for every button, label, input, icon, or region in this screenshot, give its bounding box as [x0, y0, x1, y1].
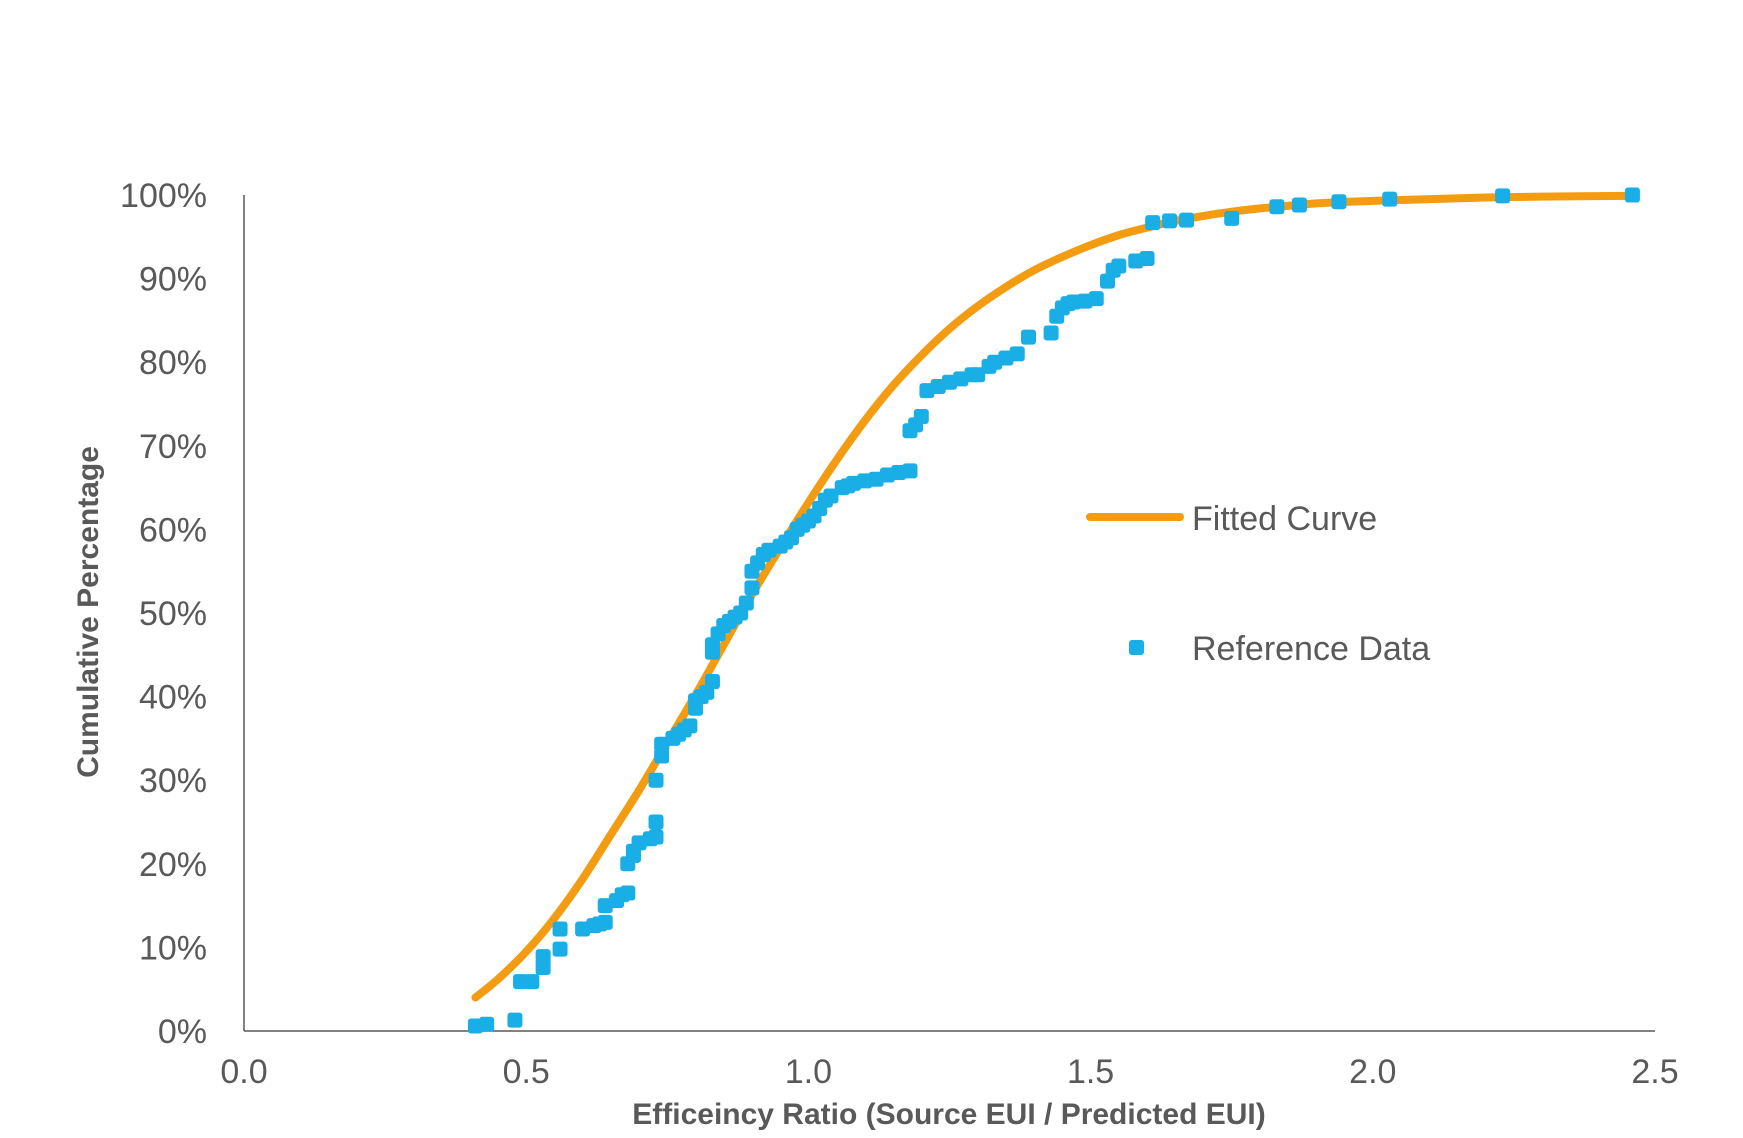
- y-tick-label: 10%: [139, 929, 207, 967]
- reference-data-point: [1077, 293, 1093, 309]
- reference-data-series: [467, 187, 1640, 1034]
- reference-data-point: [552, 941, 568, 957]
- y-tick-label: 80%: [139, 344, 207, 382]
- reference-data-point: [648, 814, 664, 830]
- y-tick-label: 100%: [120, 177, 207, 215]
- reference-data-point: [704, 674, 720, 690]
- reference-data-point: [1291, 197, 1307, 213]
- reference-data-point: [513, 974, 529, 990]
- legend: Fitted Curve Reference Data: [1086, 500, 1430, 668]
- reference-data-point: [479, 1016, 495, 1032]
- reference-data-point: [467, 1018, 483, 1034]
- reference-data-point: [1382, 191, 1398, 207]
- reference-data-point: [761, 542, 777, 558]
- reference-data-point: [575, 921, 591, 937]
- reference-data-point: [1128, 253, 1144, 269]
- reference-data-point: [552, 921, 568, 937]
- y-tick-label: 20%: [139, 846, 207, 884]
- reference-data-point: [654, 748, 670, 764]
- reference-data-point: [682, 718, 698, 734]
- reference-data-point: [987, 354, 1003, 370]
- y-tick-label: 40%: [139, 679, 207, 717]
- y-tick-label: 30%: [139, 762, 207, 800]
- y-tick-labels: 0% 10% 20% 30% 40% 50% 60% 70% 80% 90% 100%: [120, 177, 207, 1051]
- reference-data-point: [620, 885, 636, 901]
- legend-reference-data-label: Reference Data: [1192, 630, 1430, 668]
- reference-data-point: [913, 409, 929, 425]
- reference-data-point: [1088, 291, 1104, 307]
- reference-data-point: [648, 772, 664, 788]
- reference-data-point: [1145, 215, 1161, 231]
- reference-data-point: [1224, 210, 1240, 226]
- legend-fitted-curve-label: Fitted Curve: [1192, 500, 1377, 538]
- reference-data-point: [535, 949, 551, 965]
- reference-data-point: [744, 580, 760, 596]
- reference-data-point: [1269, 199, 1285, 215]
- reference-data-point: [524, 974, 540, 990]
- reference-data-point: [823, 488, 839, 504]
- x-tick-label: 2.5: [1631, 1053, 1678, 1091]
- legend-reference-data-swatch: [1129, 640, 1144, 655]
- reference-data-point: [942, 374, 957, 390]
- reference-data-point: [930, 378, 946, 394]
- reference-data-point: [1331, 194, 1347, 210]
- x-tick-labels: 0.0 0.5 1.0 1.5 2.0 2.5: [220, 1053, 1678, 1091]
- x-tick-label: 0.0: [220, 1053, 267, 1091]
- x-tick-label: 1.0: [785, 1053, 832, 1091]
- reference-data-point: [953, 371, 969, 387]
- reference-data-point: [919, 383, 935, 399]
- reference-data-point: [868, 471, 884, 487]
- reference-data-point: [1111, 258, 1127, 274]
- reference-data-point: [1066, 294, 1082, 310]
- reference-data-point: [631, 835, 647, 851]
- reference-data-point: [597, 914, 613, 930]
- x-tick-label: 1.5: [1067, 1053, 1114, 1091]
- reference-data-point: [1179, 212, 1195, 228]
- y-tick-label: 60%: [139, 511, 207, 549]
- reference-data-point: [1009, 346, 1025, 362]
- reference-data-point: [1495, 188, 1511, 204]
- reference-data-point: [846, 475, 862, 491]
- y-tick-label: 0%: [158, 1013, 207, 1051]
- reference-data-point: [857, 473, 873, 489]
- reference-data-point: [1043, 325, 1059, 341]
- reference-data-point: [597, 898, 613, 914]
- reference-data-point: [998, 350, 1014, 366]
- reference-data-point: [902, 463, 918, 479]
- reference-data-point: [648, 829, 664, 845]
- reference-data-point: [1162, 213, 1178, 229]
- reference-data-point: [970, 367, 986, 383]
- y-tick-label: 70%: [139, 428, 207, 466]
- x-axis-title: Efficeincy Ratio (Source EUI / Predicted…: [632, 1098, 1266, 1131]
- x-tick-label: 2.0: [1349, 1053, 1396, 1091]
- reference-data-point: [738, 595, 754, 611]
- reference-data-point: [879, 467, 895, 483]
- reference-data-point: [1021, 329, 1037, 345]
- y-tick-label: 90%: [139, 261, 207, 299]
- y-axis-title: Cumulative Percentage: [72, 446, 105, 778]
- reference-data-point: [507, 1012, 523, 1028]
- y-tick-label: 50%: [139, 595, 207, 633]
- reference-data-point: [891, 465, 907, 481]
- reference-data-point: [1139, 251, 1155, 267]
- x-tick-label: 0.5: [503, 1053, 550, 1091]
- reference-data-point: [654, 736, 670, 752]
- reference-data-point: [1624, 187, 1640, 203]
